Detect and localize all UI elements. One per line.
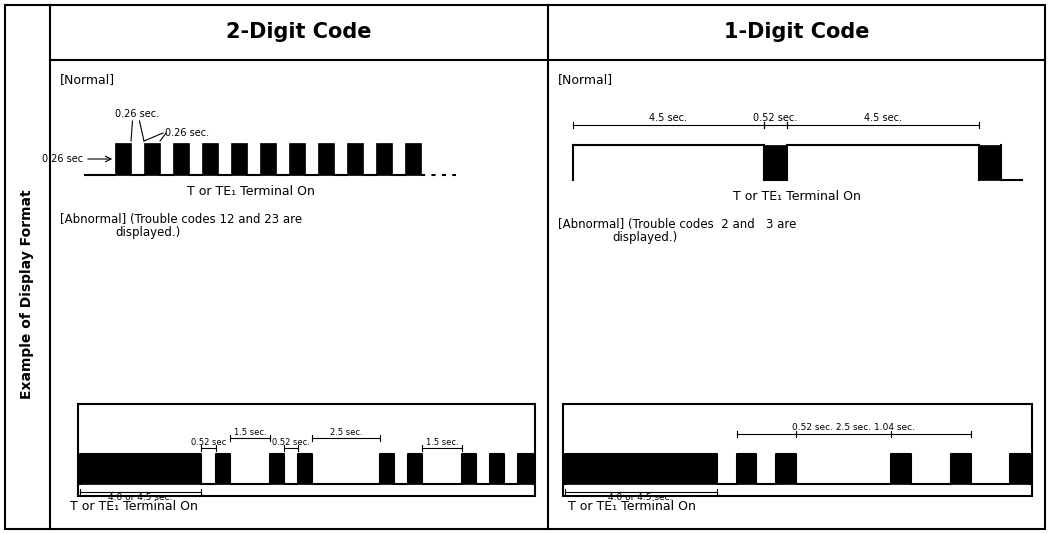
Text: 4.0 or 4.5 sec.: 4.0 or 4.5 sec. [108, 493, 173, 502]
Text: 1-Digit Code: 1-Digit Code [723, 22, 869, 43]
Bar [563, 404, 1032, 496]
Text: T or TE₁ Terminal On: T or TE₁ Terminal On [567, 500, 695, 513]
Text: 0.52 sec.: 0.52 sec. [754, 113, 798, 123]
Bar [891, 454, 911, 484]
Bar [776, 454, 796, 484]
Bar [260, 143, 276, 175]
Text: T or TE₁ Terminal On: T or TE₁ Terminal On [187, 185, 314, 198]
Text: 2-Digit Code: 2-Digit Code [226, 22, 372, 43]
Bar [298, 454, 312, 484]
Bar [346, 143, 363, 175]
Text: 4.0 or 4.5 sec.: 4.0 or 4.5 sec. [608, 493, 673, 502]
Text: [Abnormal] (Trouble codes 12 and 23 are: [Abnormal] (Trouble codes 12 and 23 are [60, 213, 302, 226]
Bar [979, 145, 1001, 180]
Bar [405, 143, 421, 175]
Bar [78, 404, 534, 496]
Bar [490, 454, 504, 484]
Text: 0.52 sec. 2.5 sec. 1.04 sec.: 0.52 sec. 2.5 sec. 1.04 sec. [792, 423, 916, 432]
Text: T or TE₁ Terminal On: T or TE₁ Terminal On [733, 190, 861, 203]
Bar [407, 454, 422, 484]
Text: 0.26 sec: 0.26 sec [42, 154, 83, 164]
Text: displayed.): displayed.) [612, 231, 677, 244]
Bar [737, 454, 756, 484]
Bar [1010, 454, 1030, 484]
Bar [173, 143, 189, 175]
Text: 0.26 sec.: 0.26 sec. [116, 109, 160, 119]
Bar [144, 143, 160, 175]
Bar [380, 454, 394, 484]
Text: Example of Display Format: Example of Display Format [21, 190, 35, 399]
Bar [80, 454, 202, 484]
Text: [Abnormal] (Trouble codes  2 and   3 are: [Abnormal] (Trouble codes 2 and 3 are [558, 218, 796, 231]
Text: displayed.): displayed.) [116, 226, 181, 239]
Text: 0.52 sec.: 0.52 sec. [272, 438, 310, 447]
Text: [Normal]: [Normal] [558, 73, 612, 86]
Text: 0.52 sec: 0.52 sec [191, 438, 226, 447]
Text: 1.5 sec.: 1.5 sec. [233, 428, 266, 437]
Bar [950, 454, 970, 484]
Text: T or TE₁ Terminal On: T or TE₁ Terminal On [70, 500, 197, 513]
Bar [231, 143, 247, 175]
Text: 4.5 sec.: 4.5 sec. [863, 113, 902, 123]
Bar [376, 143, 392, 175]
Text: [Normal]: [Normal] [60, 73, 116, 86]
Bar [565, 454, 717, 484]
Bar [764, 145, 786, 180]
Bar [202, 143, 218, 175]
Bar [215, 454, 230, 484]
Text: 4.5 sec.: 4.5 sec. [650, 113, 688, 123]
Bar [289, 143, 304, 175]
Bar [519, 454, 532, 484]
Bar [116, 143, 131, 175]
Bar [318, 143, 334, 175]
Text: 0.26 sec.: 0.26 sec. [165, 128, 209, 138]
Text: 2.5 sec.: 2.5 sec. [330, 428, 362, 437]
Bar [462, 454, 477, 484]
Bar [270, 454, 285, 484]
Text: 1.5 sec.: 1.5 sec. [425, 438, 459, 447]
